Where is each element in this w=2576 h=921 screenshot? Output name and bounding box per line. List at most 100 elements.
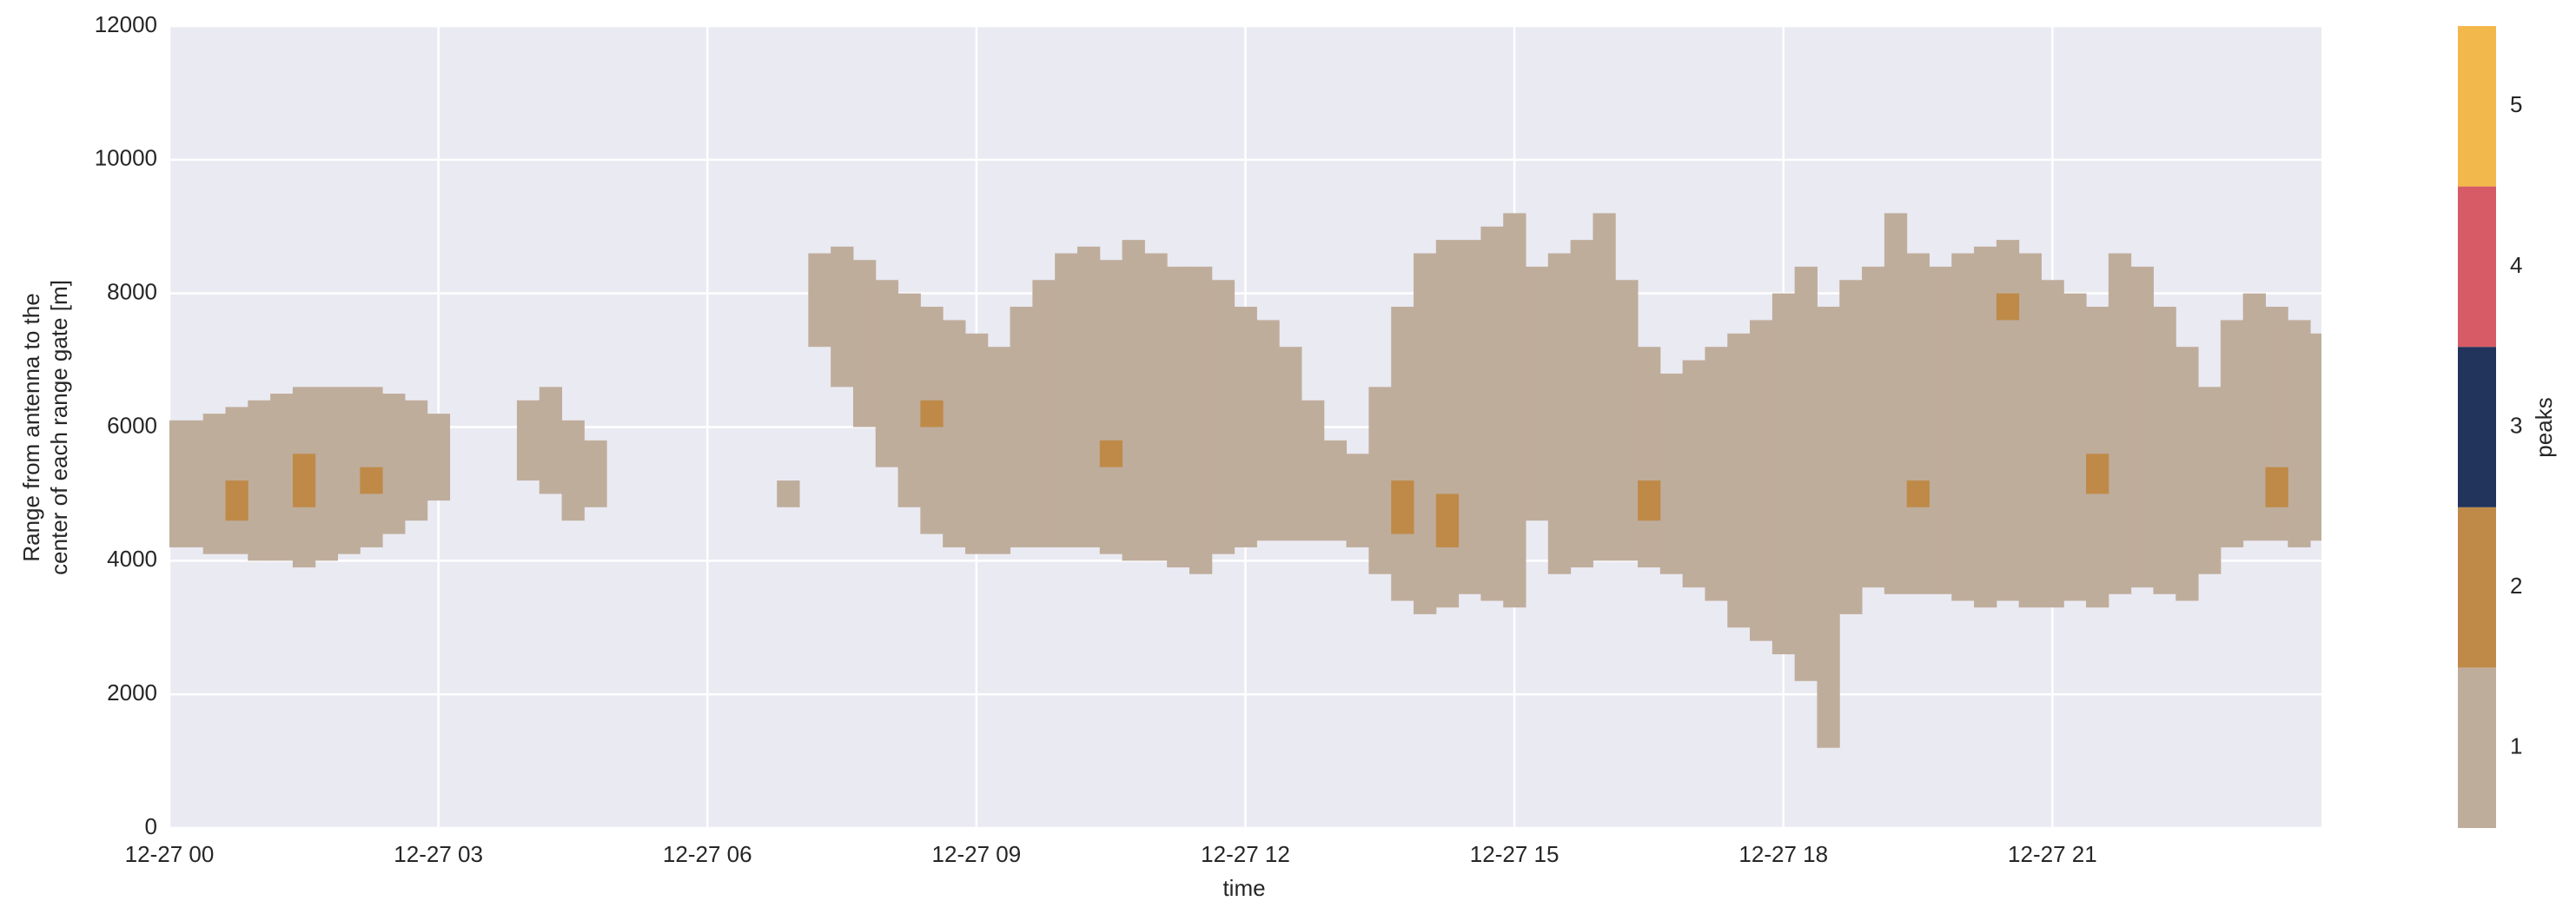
echo-column <box>1211 280 1235 554</box>
echo-column <box>1996 293 2020 321</box>
echo-column <box>1638 480 1661 521</box>
echo-column <box>2108 253 2132 594</box>
echo-column <box>1884 213 1908 594</box>
y-tick-label: 8000 <box>107 279 157 305</box>
colorbar-segment <box>2458 186 2496 348</box>
echo-column <box>2018 253 2042 608</box>
echo-column <box>584 440 607 507</box>
echo-column <box>1727 333 1751 628</box>
echo-column <box>1346 454 1369 547</box>
x-tick-label: 12-27 12 <box>1201 841 1290 867</box>
echo-column <box>2220 320 2244 547</box>
echo-column <box>360 467 383 494</box>
echo-column <box>1099 440 1123 467</box>
echo-column <box>897 293 921 507</box>
echo-column <box>202 414 227 554</box>
echo-column <box>180 420 204 547</box>
echo-column <box>2086 454 2109 494</box>
echo-column <box>1256 320 1280 541</box>
y-tick-label: 10000 <box>95 145 157 171</box>
echo-column <box>1032 280 1056 547</box>
echo-column <box>1480 226 1504 601</box>
echo-column <box>1906 480 1930 507</box>
y-tick-label: 2000 <box>107 679 157 706</box>
echo-column <box>831 246 854 388</box>
echo-column <box>315 387 339 561</box>
echo-column <box>808 253 831 348</box>
echo-column <box>1570 240 1593 568</box>
x-tick-label: 12-27 03 <box>394 841 483 867</box>
echo-column <box>1279 347 1302 541</box>
echo-column <box>1323 440 1348 541</box>
x-tick-label: 12-27 09 <box>932 841 1022 867</box>
echo-column <box>1771 293 1796 655</box>
echo-column <box>337 387 361 554</box>
echo-column <box>1458 240 1481 594</box>
echo-column <box>1435 240 1460 608</box>
y-axis-label: Range from antenna to the <box>18 293 44 561</box>
echo-column <box>1615 280 1639 561</box>
echo-column <box>1906 253 1930 594</box>
y-tick-label: 0 <box>145 813 157 839</box>
echo-column <box>248 400 271 561</box>
echo-column <box>2288 320 2311 547</box>
echo-column <box>1547 253 1572 574</box>
echo-column <box>1682 360 1705 588</box>
echo-column <box>1076 246 1101 547</box>
echo-column <box>404 400 428 521</box>
colorbar-tick-label: 4 <box>2510 252 2522 278</box>
echo-column <box>539 387 563 494</box>
echo-column <box>964 333 989 554</box>
echo-column <box>561 420 585 521</box>
echo-column <box>1010 307 1033 547</box>
echo-column <box>270 394 294 561</box>
echo-column <box>2175 347 2199 601</box>
echo-column <box>1391 307 1414 601</box>
echo-column <box>2130 266 2154 588</box>
echo-column <box>1435 494 1460 547</box>
echo-column <box>2041 280 2064 608</box>
echo-column <box>292 454 316 507</box>
echo-column <box>1055 253 1078 547</box>
x-tick-label: 12-27 00 <box>125 841 215 867</box>
echo-column <box>1638 347 1661 568</box>
echo-column <box>2242 293 2266 541</box>
echo-column <box>2153 307 2176 594</box>
echo-column <box>1189 266 1213 574</box>
echo-column <box>1301 400 1325 541</box>
x-tick-label: 12-27 18 <box>1738 841 1828 867</box>
colorbar-segment <box>2458 347 2496 507</box>
data-layer <box>169 213 2321 748</box>
y-tick-label: 6000 <box>107 412 157 438</box>
echo-column <box>1526 266 1549 521</box>
echo-column <box>1929 266 1952 594</box>
colorbar-segment <box>2458 507 2496 668</box>
echo-column <box>1503 213 1526 608</box>
colorbar-label: peaks <box>2531 397 2557 457</box>
echo-column <box>1794 266 1818 681</box>
echo-column <box>1368 387 1392 574</box>
echo-column <box>1862 266 1885 588</box>
echo-column <box>1391 480 1414 534</box>
colorbar-tick-label: 2 <box>2510 573 2522 599</box>
x-axis-label: time <box>1222 875 1265 901</box>
echo-column <box>875 280 899 467</box>
echo-column <box>1414 253 1437 614</box>
echo-column <box>169 420 182 547</box>
echo-column <box>225 480 248 521</box>
echo-column <box>987 347 1011 554</box>
echo-column <box>1974 246 1997 608</box>
echo-column <box>1234 307 1257 547</box>
echo-column <box>943 320 966 547</box>
echo-column <box>920 400 944 427</box>
echo-column <box>2310 333 2321 541</box>
echo-column <box>1750 320 1773 641</box>
colorbar-tick-label: 1 <box>2510 733 2522 759</box>
y-tick-label: 12000 <box>95 11 157 37</box>
colorbar-tick-label: 3 <box>2510 412 2522 438</box>
echo-column <box>852 260 877 427</box>
echo-column <box>2063 293 2087 601</box>
colorbar-segment <box>2458 26 2496 187</box>
echo-column <box>382 394 406 534</box>
